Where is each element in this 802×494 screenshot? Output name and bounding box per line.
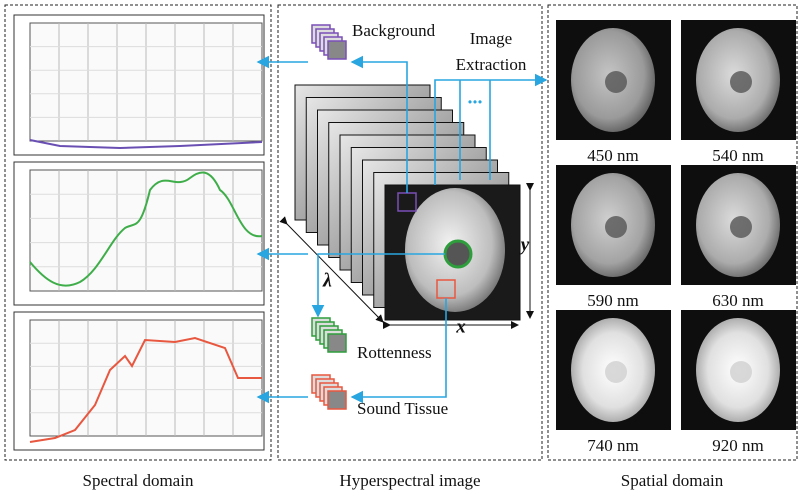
label-background: Background [352,21,436,40]
wavelength-label: 630 nm [712,291,763,310]
wavelength-label: 450 nm [587,146,638,165]
figure: Spectral domain Hyperspectral image Spat… [0,0,802,494]
label-sound: Sound Tissue [357,399,448,418]
label-more: ... [468,87,483,109]
spot [730,361,752,383]
pixel-stack [328,41,346,59]
pixel-stack [328,334,346,352]
wavelength-label: 540 nm [712,146,763,165]
rot-spot [445,241,471,267]
wavelength-label: 590 nm [587,291,638,310]
spot [605,71,627,93]
spot [730,216,752,238]
spot [605,361,627,383]
wavelength-label: 740 nm [587,436,638,455]
panel-caption: Spectral domain [83,471,194,490]
wavelength-label: 920 nm [712,436,763,455]
label-rottenness: Rottenness [357,343,432,362]
label-x: x [455,316,466,337]
panel-caption: Hyperspectral image [339,471,480,490]
label-extraction-line: Image [470,29,512,48]
spot [605,216,627,238]
pixel-stack [328,391,346,409]
label-extraction: Image Extraction [456,29,527,74]
panel-caption: Spatial domain [621,471,724,490]
label-extraction-line: Extraction [456,55,527,74]
spot [730,71,752,93]
label-y: y [519,234,530,255]
label-lambda: λ [322,270,332,292]
